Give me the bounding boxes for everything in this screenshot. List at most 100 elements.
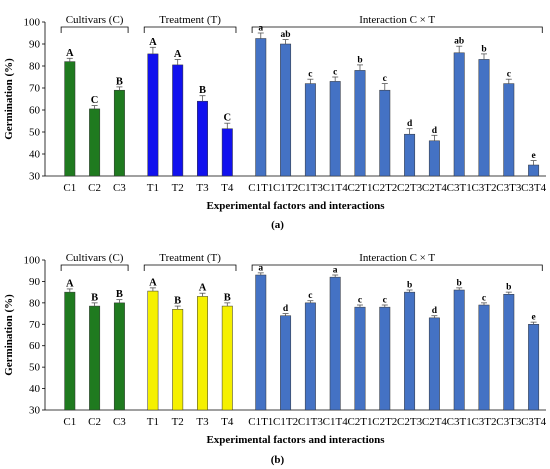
significance-letter: B [174, 296, 181, 307]
x-tick-label: T2 [172, 416, 184, 428]
bar-c2t4 [428, 317, 440, 411]
significance-letter: d [432, 306, 438, 316]
significance-letter: a [333, 266, 338, 276]
x-tick-label: T4 [221, 182, 234, 194]
y-tick-label: 60 [29, 340, 41, 352]
bar-c3t3 [503, 294, 515, 411]
bar-c2 [89, 108, 101, 177]
chart-panel-a: 30 40 50 60 70 80 90 100 Germination (%) A C1 C C2 B C… [3, 14, 547, 231]
y-tick-label: 50 [29, 127, 41, 139]
bar-t1 [147, 53, 159, 177]
significance-letter: e [531, 313, 535, 323]
significance-letter: B [116, 289, 123, 300]
group-bracket [251, 26, 543, 33]
y-tick-label: 100 [24, 255, 41, 267]
x-tick-label: C2T2 [372, 416, 397, 428]
y-axis-label: Germination (%) [3, 294, 15, 376]
group-bracket [143, 26, 237, 33]
significance-letter: a [258, 263, 263, 273]
bar-t3 [197, 100, 208, 177]
bar-c1t3 [304, 83, 316, 177]
significance-letter: A [149, 277, 157, 288]
x-tick-label: C2T4 [422, 416, 448, 428]
significance-letter: d [407, 119, 413, 129]
x-tick-label: C3T1 [447, 416, 472, 428]
significance-letter: b [357, 55, 362, 65]
y-tick-label: 70 [29, 83, 41, 95]
bar-c3t2 [478, 304, 490, 411]
bar-c2t1 [354, 70, 366, 177]
y-tick-label: 40 [29, 149, 41, 161]
x-tick-label: C1T1 [248, 182, 273, 194]
x-tick-label: C1T2 [273, 416, 298, 428]
significance-letter: c [358, 296, 362, 306]
bar-c3t1 [453, 289, 465, 411]
bar-c1t4 [329, 276, 341, 411]
x-axis-label: Experimental factors and interactions [206, 434, 385, 446]
x-tick-label: C3T3 [496, 416, 522, 428]
panel-label: (a) [271, 219, 284, 231]
significance-letter: d [283, 304, 289, 314]
group-bracket [143, 264, 237, 271]
significance-letter: c [308, 70, 312, 80]
significance-letter: d [432, 126, 438, 136]
bar-t3 [197, 296, 208, 411]
x-tick-label: C3T1 [447, 182, 472, 194]
bar-t4 [221, 305, 233, 411]
bar-c3 [113, 89, 125, 177]
bar-c3 [113, 302, 125, 411]
bar-t2 [172, 309, 184, 411]
x-tick-label: T3 [196, 182, 209, 194]
x-tick-label: T3 [196, 416, 209, 428]
bar-c3t1 [453, 52, 465, 177]
group-bracket [60, 26, 129, 33]
group-label: Interaction C × T [359, 252, 435, 264]
x-tick-label: C1T3 [298, 416, 324, 428]
x-tick-label: C2T1 [347, 182, 372, 194]
x-tick-label: C1T4 [323, 416, 349, 428]
x-tick-label: C3 [113, 416, 126, 428]
significance-letter: ab [281, 30, 291, 40]
y-tick-label: 50 [29, 362, 41, 374]
x-tick-label: C1 [63, 416, 76, 428]
group-bracket [60, 264, 129, 271]
x-tick-label: C1T4 [323, 182, 349, 194]
significance-letter: A [66, 48, 74, 59]
bar-c2t4 [428, 140, 440, 177]
y-tick-label: 80 [29, 297, 41, 309]
bar-c1t1 [255, 274, 267, 411]
significance-letter: c [482, 293, 486, 303]
group-label: Treatment (T) [159, 252, 221, 264]
bar-c2t2 [379, 306, 391, 411]
significance-letter: ab [454, 37, 464, 47]
significance-letter: a [258, 24, 263, 34]
significance-letter: b [457, 278, 462, 288]
x-tick-label: C2T4 [422, 182, 448, 194]
significance-letter: c [333, 68, 337, 78]
group-label: Cultivars (C) [66, 14, 124, 26]
group-label: Interaction C × T [359, 14, 435, 26]
bar-c2t3 [404, 291, 416, 411]
y-axis-label: Germination (%) [3, 58, 15, 140]
chart-panel-b: 30 40 50 60 70 80 90 100 Germination (%) A C1 B C2 B C… [3, 252, 547, 466]
x-tick-label: C2T1 [347, 416, 372, 428]
significance-letter: B [224, 292, 231, 303]
significance-letter: b [481, 44, 486, 54]
x-axis-label: Experimental factors and interactions [206, 200, 385, 212]
y-tick-label: 90 [29, 39, 41, 51]
x-tick-label: C1T3 [298, 182, 324, 194]
x-tick-label: C2 [88, 416, 101, 428]
bar-c2t3 [404, 133, 416, 177]
x-tick-label: T4 [221, 416, 234, 428]
y-tick-label: 30 [29, 171, 41, 183]
x-tick-label: C3 [113, 182, 126, 194]
significance-letter: c [383, 296, 387, 306]
x-tick-label: C3T4 [521, 416, 547, 428]
significance-letter: b [506, 283, 511, 293]
y-tick-label: 90 [29, 276, 41, 288]
significance-letter: e [531, 151, 535, 161]
bar-c1 [64, 61, 76, 177]
x-tick-label: C3T3 [496, 182, 522, 194]
bar-c1t1 [255, 38, 267, 177]
